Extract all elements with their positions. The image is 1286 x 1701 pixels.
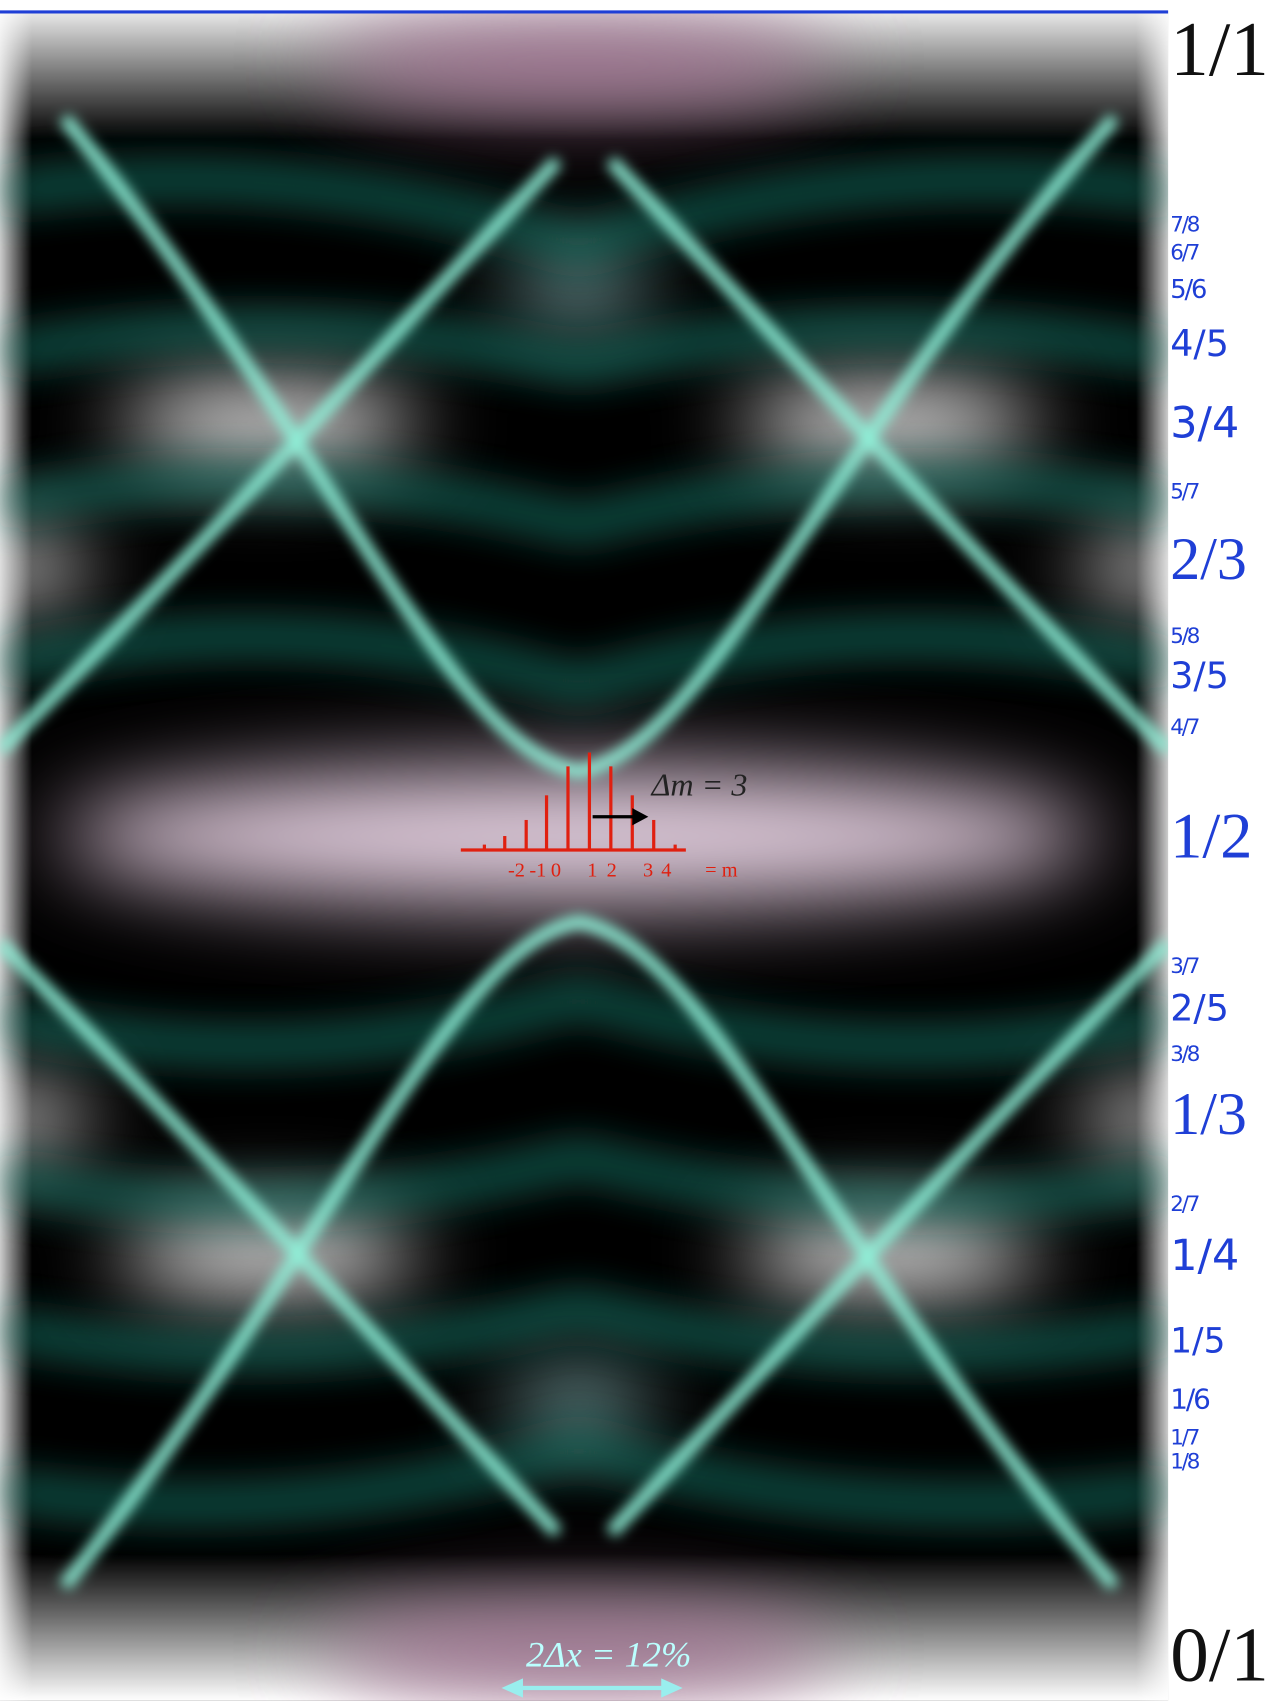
m-label: -2: [508, 860, 525, 882]
m-label: -1: [529, 860, 546, 882]
fraction-label: 4/5: [1170, 322, 1229, 365]
fraction-label: 1/2: [1170, 800, 1252, 871]
page: {"fractions": ["1/1", "7/8", "6/7", "5/6…: [0, 0, 1286, 1701]
fraction-labels: 1/1 7/86/7 5/6 4/5 3/4 5/7 2/3 5/8 3/5 4/7 1/2 3/7 2…: [1170, 6, 1269, 1697]
fraction-label: 5/6: [1170, 275, 1206, 305]
m-symbol: = m: [705, 860, 738, 882]
m-label: 0: [551, 860, 561, 882]
fraction-label: 1/8: [1170, 1449, 1200, 1474]
fraction-label: 0/1: [1170, 1612, 1269, 1698]
fraction-label: 2/7: [1170, 1192, 1199, 1217]
fraction-label: 3/7: [1170, 954, 1199, 979]
fraction-label: 5/8: [1170, 624, 1200, 649]
fraction-label: 1/5: [1170, 1322, 1225, 1362]
fraction-label: 3/8: [1170, 1042, 1200, 1067]
fraction-label: 1/6: [1170, 1382, 1209, 1415]
fraction-label: 4/7: [1170, 715, 1199, 740]
fraction-label: 1/7: [1170, 1426, 1199, 1451]
figure: 1/1 7/86/7 5/6 4/5 3/4 5/7 2/3 5/8 3/5 4/7 1/2 3/7 2…: [0, 0, 1286, 1701]
m-label: 1: [587, 860, 597, 882]
delta-m-label: Δm = 3: [650, 766, 748, 802]
m-label: 4: [661, 860, 671, 882]
width-label: 2Δx = 12%: [526, 1635, 691, 1675]
fraction-label: 1/1: [1170, 6, 1269, 92]
fraction-label: 7/8: [1170, 213, 1200, 238]
fraction-label: 6/7: [1170, 240, 1199, 265]
fraction-label: 2/3: [1170, 526, 1247, 592]
fraction-label: 1/3: [1170, 1081, 1247, 1147]
fraction-label: 2/5: [1170, 986, 1229, 1029]
fraction-label: 1/4: [1170, 1231, 1239, 1281]
m-label: 2: [607, 860, 617, 882]
m-label: 3: [643, 860, 653, 882]
fraction-label: 3/4: [1170, 398, 1239, 448]
fraction-label: 5/7: [1170, 479, 1199, 504]
fraction-label: 3/5: [1170, 654, 1229, 697]
